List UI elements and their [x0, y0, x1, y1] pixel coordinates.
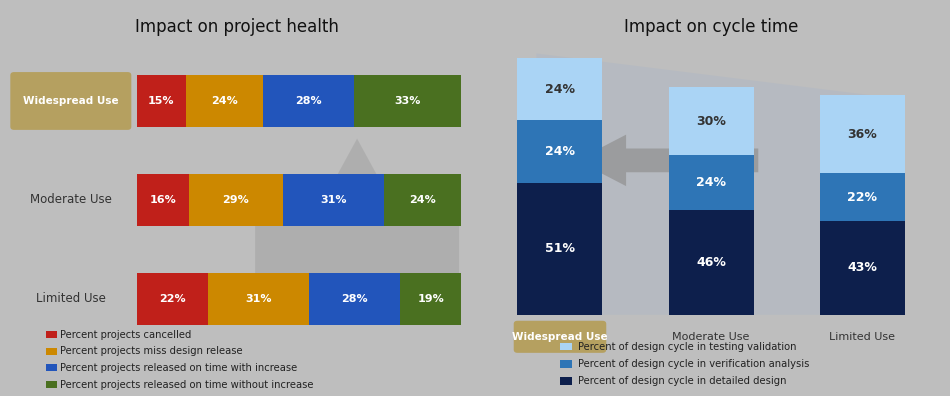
Text: Widespread Use: Widespread Use	[512, 331, 608, 342]
Polygon shape	[577, 135, 758, 186]
Text: 30%: 30%	[696, 115, 726, 128]
Text: 43%: 43%	[847, 261, 877, 274]
Bar	[518, 58, 602, 120]
Text: Moderate Use: Moderate Use	[673, 331, 750, 342]
Bar	[518, 120, 602, 183]
Text: Percent projects miss design release: Percent projects miss design release	[61, 346, 243, 356]
FancyBboxPatch shape	[514, 321, 606, 353]
Bar	[185, 75, 263, 127]
Text: 16%: 16%	[149, 195, 176, 205]
Bar	[669, 87, 753, 155]
Bar	[560, 343, 572, 350]
Bar	[820, 95, 904, 173]
Text: 24%: 24%	[409, 195, 436, 205]
Text: 33%: 33%	[394, 96, 421, 106]
Text: 51%: 51%	[545, 242, 575, 255]
Text: 22%: 22%	[847, 191, 877, 204]
FancyBboxPatch shape	[10, 72, 131, 130]
Text: 31%: 31%	[245, 294, 272, 304]
Bar	[208, 273, 309, 325]
Text: 24%: 24%	[545, 145, 575, 158]
Bar	[47, 364, 57, 371]
Bar	[47, 381, 57, 388]
Bar	[560, 377, 572, 385]
Text: Moderate Use: Moderate Use	[30, 194, 112, 206]
Text: 46%: 46%	[696, 256, 726, 269]
Polygon shape	[537, 53, 885, 315]
Bar	[137, 75, 185, 127]
Bar	[560, 360, 572, 368]
Text: 36%: 36%	[847, 128, 877, 141]
Bar	[354, 75, 462, 127]
Bar	[137, 174, 189, 226]
Bar	[669, 210, 753, 315]
Bar	[283, 174, 384, 226]
Text: Percent projects cancelled: Percent projects cancelled	[61, 329, 192, 340]
Text: 19%: 19%	[417, 294, 444, 304]
Bar	[820, 173, 904, 221]
Bar	[384, 174, 462, 226]
Text: Limited Use: Limited Use	[36, 293, 106, 305]
Text: Impact on project health: Impact on project health	[135, 18, 338, 36]
Bar	[189, 174, 283, 226]
Bar	[137, 273, 208, 325]
Text: 29%: 29%	[222, 195, 249, 205]
Text: Limited Use: Limited Use	[829, 331, 895, 342]
Bar	[820, 221, 904, 315]
Text: 24%: 24%	[545, 83, 575, 96]
Bar	[263, 75, 354, 127]
Bar	[669, 155, 753, 210]
Text: Percent projects released on time without increase: Percent projects released on time withou…	[61, 379, 314, 390]
Bar	[309, 273, 400, 325]
Polygon shape	[256, 139, 459, 309]
Text: 22%: 22%	[160, 294, 186, 304]
Text: 28%: 28%	[341, 294, 368, 304]
Text: 24%: 24%	[211, 96, 238, 106]
Bar	[518, 183, 602, 315]
Text: Percent of design cycle in verification analysis: Percent of design cycle in verification …	[578, 359, 809, 369]
Text: Percent of design cycle in detailed design: Percent of design cycle in detailed desi…	[578, 376, 787, 386]
Bar	[47, 331, 57, 338]
Bar	[400, 273, 462, 325]
Text: Percent of design cycle in testing validation: Percent of design cycle in testing valid…	[578, 341, 796, 352]
Text: 28%: 28%	[295, 96, 322, 106]
Text: Impact on cycle time: Impact on cycle time	[624, 18, 798, 36]
Text: 24%: 24%	[696, 176, 726, 189]
Text: 15%: 15%	[148, 96, 175, 106]
Bar	[47, 348, 57, 355]
Text: Widespread Use: Widespread Use	[23, 96, 119, 106]
Text: 31%: 31%	[320, 195, 347, 205]
Text: Percent projects released on time with increase: Percent projects released on time with i…	[61, 363, 297, 373]
